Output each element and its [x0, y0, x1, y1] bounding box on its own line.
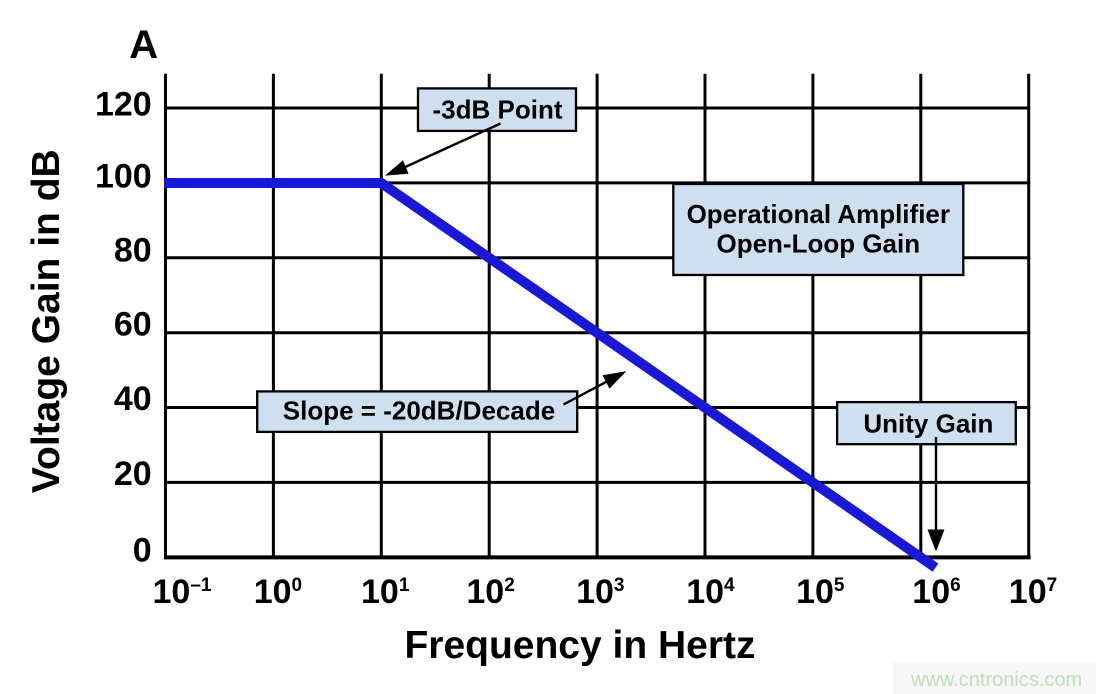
svg-text:Voltage Gain in dB: Voltage Gain in dB	[25, 149, 68, 493]
svg-text:60: 60	[114, 305, 152, 343]
svg-text:Frequency in Hertz: Frequency in Hertz	[404, 624, 755, 667]
svg-text:120: 120	[95, 86, 152, 124]
svg-text:100: 100	[95, 158, 152, 196]
svg-text:Operational Amplifier: Operational Amplifier	[687, 199, 950, 229]
svg-text:Open-Loop Gain: Open-Loop Gain	[716, 228, 920, 258]
svg-text:101: 101	[361, 573, 410, 611]
svg-text:-3dB Point: -3dB Point	[433, 95, 563, 125]
svg-text:Unity Gain: Unity Gain	[863, 409, 993, 439]
svg-text:Slope = -20dB/Decade: Slope = -20dB/Decade	[283, 395, 555, 425]
svg-text:80: 80	[114, 232, 152, 270]
svg-text:0: 0	[133, 531, 152, 569]
svg-text:20: 20	[114, 455, 152, 493]
svg-text:A: A	[129, 23, 158, 67]
svg-text:40: 40	[114, 380, 152, 418]
svg-text:www.cntronics.com: www.cntronics.com	[910, 669, 1082, 691]
